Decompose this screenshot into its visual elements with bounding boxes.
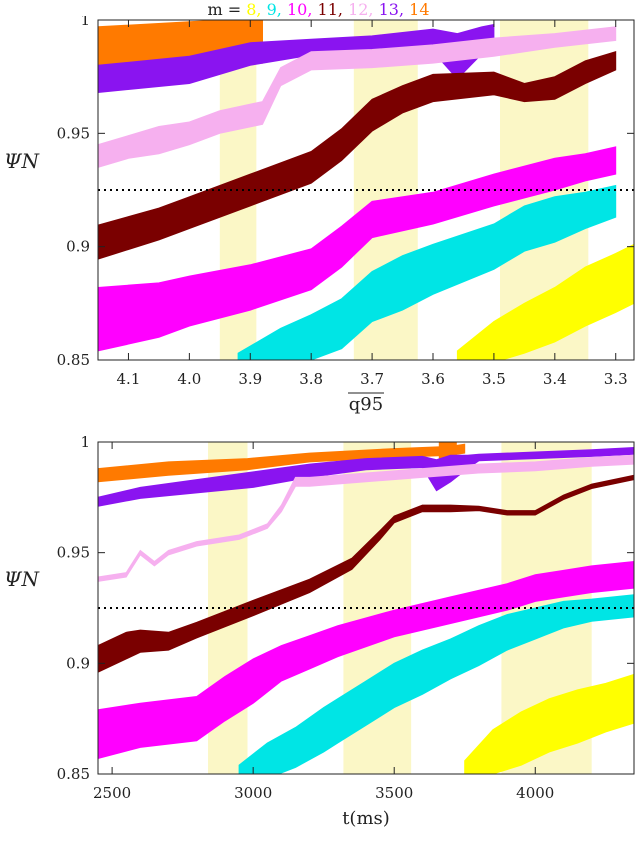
y-axis-label: ΨN: [4, 567, 41, 591]
x-tick-label: 3.4: [543, 370, 567, 388]
plot-frame: [97, 19, 635, 361]
x-axis-label: t(ms): [342, 808, 390, 829]
band-series-4: [98, 146, 617, 352]
x-tick-label: 3.9: [238, 370, 262, 388]
legend-entry-m13: 13,: [378, 0, 405, 19]
y-tick-label: 0.9: [66, 238, 90, 256]
legend-entry-m14: 14: [409, 0, 430, 19]
band-series-2: [98, 26, 617, 168]
band-series-7: [464, 673, 634, 774]
band-series-6: [456, 243, 634, 360]
y-tick-label: 0.85: [57, 351, 90, 369]
legend-entry-m10: 10,: [286, 0, 313, 19]
x-tick-label: 2500: [93, 784, 131, 802]
x-tick-label: 3.5: [482, 370, 506, 388]
band-series-4: [98, 474, 634, 673]
x-tick-label: 3.6: [421, 370, 445, 388]
x-tick-label: 3.3: [604, 370, 628, 388]
y-tick-label: 0.9: [66, 654, 90, 672]
plot-area: [98, 20, 634, 360]
y-tick-label: 0.85: [57, 765, 90, 783]
band-series-5: [237, 184, 617, 360]
y-tick-label: 1: [80, 433, 90, 451]
band-series-3: [98, 454, 634, 582]
legend-prefix: m =: [207, 0, 242, 19]
plot-frame: [97, 441, 635, 775]
y-tick-label: 0.95: [57, 544, 90, 562]
legend-entry-m9: 9,: [266, 0, 282, 19]
x-tick-label: 3.8: [299, 370, 323, 388]
chart-legend: m = 8, 9, 10, 11, 12, 13, 14: [0, 0, 637, 20]
y-tick-label: 1: [80, 16, 90, 29]
band-series-0: [98, 443, 466, 483]
band-series-5: [98, 560, 634, 760]
x-tick-label: 3.7: [360, 370, 384, 388]
band-series-6: [238, 594, 634, 774]
legend-entry-m11: 11,: [317, 0, 343, 19]
x-tick-label: 3000: [234, 784, 272, 802]
chart-time-panel: 2500 3000 3500 4000 0.85 0.9 0.95 1 ΨN t(ms): [4, 433, 635, 829]
band-series-2: [98, 446, 634, 507]
y-tick-label: 0.95: [57, 124, 90, 142]
y-axis-label: ΨN: [4, 149, 41, 173]
x-tick-label: 3500: [375, 784, 413, 802]
x-tick-label: 4.0: [177, 370, 201, 388]
x-tick-label: 4000: [516, 784, 554, 802]
x-axis-label: q95: [349, 394, 383, 415]
legend-entry-m12: 12,: [348, 0, 374, 19]
legend-entry-m8: 8,: [246, 0, 262, 19]
chart-q95-panel: 4.1 4.0 3.9 3.8 3.7 3.6 3.5 3.4 3.3 0.85 0.9 0.95 1 Ψ…: [4, 16, 635, 415]
plot-area: [98, 442, 634, 774]
x-tick-label: 4.1: [117, 370, 141, 388]
